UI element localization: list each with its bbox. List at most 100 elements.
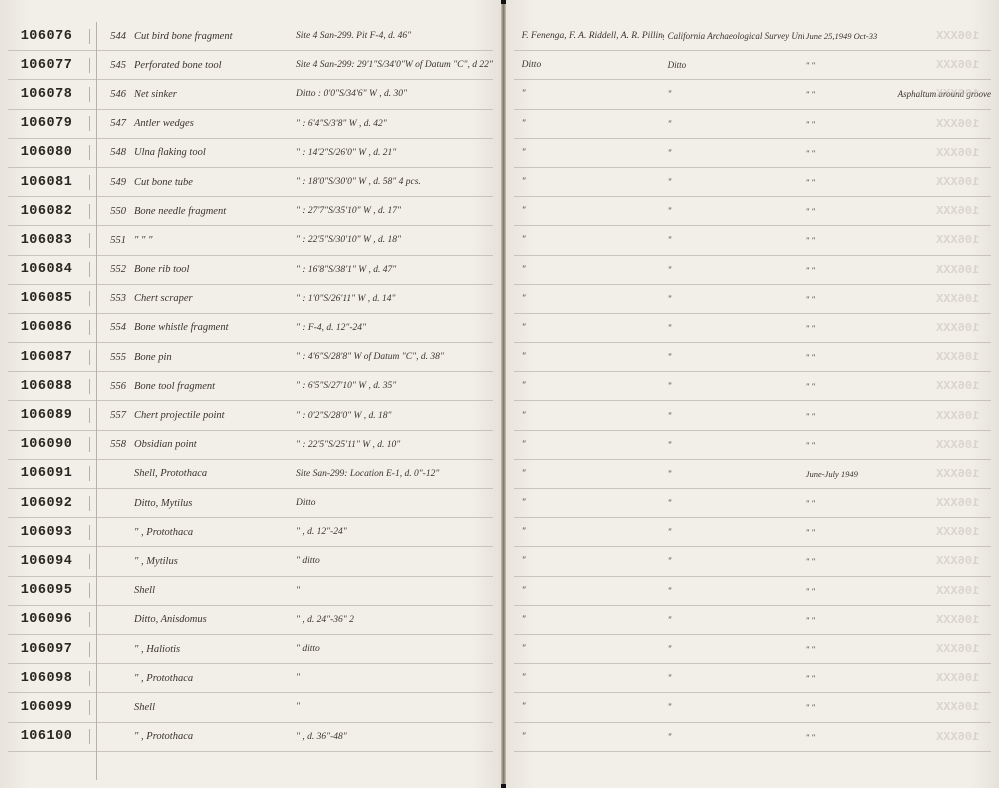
catalog-id: 106077 (8, 58, 90, 73)
bleed-through-id: 106XXX (936, 642, 979, 656)
date: " " (804, 411, 894, 421)
item-location: " , d. 24"-36" 2 (292, 615, 493, 625)
collector: " (514, 673, 664, 683)
bleed-through-id: 106XXX (936, 263, 979, 277)
ledger-row: 106076544Cut bird bone fragmentSite 4 Sa… (8, 22, 493, 51)
institution: " (664, 498, 804, 508)
item-description: Antler wedges (132, 118, 292, 129)
item-location: " : 18'0"S/30'0" W , d. 58" 4 pcs. (292, 177, 493, 187)
ledger-row: 106088556Bone tool fragment" : 6'5"S/27'… (8, 372, 493, 401)
institution: " (664, 615, 804, 625)
ledger-row: """ "106XXX (514, 664, 991, 693)
date: " " (804, 177, 894, 187)
item-description: Bone tool fragment (132, 381, 292, 392)
bleed-through-id: 106XXX (936, 321, 979, 335)
ledger-row: 106080548Ulna flaking tool" : 14'2"S/26'… (8, 139, 493, 168)
ledger-row: """ "106XXX (514, 372, 991, 401)
collector: " (514, 644, 664, 654)
bleed-through-id: 106XXX (936, 175, 979, 189)
date: " " (804, 615, 894, 625)
institution: " (664, 323, 804, 333)
bleed-through-id: 106XXX (936, 671, 979, 685)
ledger-book: 106076544Cut bird bone fragmentSite 4 Sa… (0, 0, 999, 788)
item-location: " : 6'4"S/3'8" W , d. 42" (292, 119, 493, 129)
collector: " (514, 498, 664, 508)
institution: " (664, 673, 804, 683)
ledger-row: DittoDitto" "106XXX (514, 51, 991, 80)
ledger-row: 106085553Chert scraper" : 1'0"S/26'11" W… (8, 285, 493, 314)
ledger-row: 106098" , Protothaca" (8, 664, 493, 693)
ledger-row: """ "106XXX (514, 110, 991, 139)
ledger-row: 106087555Bone pin" : 4'6"S/28'8" W of Da… (8, 343, 493, 372)
bleed-through-id: 106XXX (936, 117, 979, 131)
bleed-through-id: 106XXX (936, 292, 979, 306)
catalog-id: 106093 (8, 525, 90, 540)
catalog-id: 106090 (8, 437, 90, 452)
collector: " (514, 469, 664, 479)
institution: " (664, 206, 804, 216)
item-location: " : 22'5"S/30'10" W , d. 18" (292, 235, 493, 245)
ledger-row: 106100" , Protothaca" , d. 36"-48" (8, 723, 493, 752)
item-description: Bone whistle fragment (132, 322, 292, 333)
item-description: Net sinker (132, 89, 292, 100)
collector: " (514, 556, 664, 566)
collector: " (514, 732, 664, 742)
ledger-row: 106078546Net sinkerDitto : 0'0"S/34'6" W… (8, 80, 493, 109)
collector: " (514, 381, 664, 391)
date: " " (804, 265, 894, 275)
catalog-id: 106088 (8, 379, 90, 394)
item-location: " , d. 36"-48" (292, 732, 493, 742)
catalog-id: 106087 (8, 350, 90, 365)
catalog-id: 106079 (8, 116, 90, 131)
item-description: Shell (132, 585, 292, 596)
ledger-row: """ "106XXX (514, 577, 991, 606)
bleed-through-id: 106XXX (936, 554, 979, 568)
institution: " (664, 119, 804, 129)
ledger-row: """ "106XXX (514, 606, 991, 635)
item-location: " : 14'2"S/26'0" W , d. 21" (292, 148, 493, 158)
catalog-id: 106076 (8, 29, 90, 44)
bleed-through-id: 106XXX (936, 379, 979, 393)
date: " " (804, 586, 894, 596)
institution: " (664, 527, 804, 537)
institution: " (664, 381, 804, 391)
item-description: Bone rib tool (132, 264, 292, 275)
date: June-July 1949 (804, 469, 894, 479)
date: " " (804, 119, 894, 129)
bleed-through-id: 106XXX (936, 613, 979, 627)
ledger-row: """ "106XXX (514, 226, 991, 255)
catalog-id: 106082 (8, 204, 90, 219)
item-description: Chert scraper (132, 293, 292, 304)
collector: " (514, 206, 664, 216)
ledger-row: """ "106XXX (514, 139, 991, 168)
ledger-row: 106092Ditto, MytilusDitto (8, 489, 493, 518)
collector: " (514, 527, 664, 537)
column-rule (96, 22, 97, 780)
item-location: " : 0'2"S/28'0" W , d. 18" (292, 411, 493, 421)
ledger-row: """ "106XXX (514, 693, 991, 722)
bleed-through-id: 106XXX (936, 409, 979, 423)
ledger-row: 106086554Bone whistle fragment" : F-4, d… (8, 314, 493, 343)
ledger-row: """ "106XXX (514, 518, 991, 547)
ledger-row: 106077545Perforated bone toolSite 4 San-… (8, 51, 493, 80)
item-description: Bone needle fragment (132, 206, 292, 217)
bleed-through-id: 106XXX (936, 467, 979, 481)
ledger-row: """ "Asphaltum around groove106XXX (514, 80, 991, 109)
item-description: " , Mytilus (132, 556, 292, 567)
ledger-row: """ "106XXX (514, 431, 991, 460)
ledger-row: """ "106XXX (514, 401, 991, 430)
item-description: Shell, Protothaca (132, 468, 292, 479)
item-location: " (292, 702, 493, 712)
institution: " (664, 148, 804, 158)
catalog-id: 106081 (8, 175, 90, 190)
item-location: " : F-4, d. 12"-24" (292, 323, 493, 333)
institution: California Archaeological Survey Univers… (664, 31, 804, 41)
collector: " (514, 265, 664, 275)
ledger-row: """ "106XXX (514, 314, 991, 343)
item-description: Perforated bone tool (132, 60, 292, 71)
collector: " (514, 411, 664, 421)
institution: " (664, 732, 804, 742)
ledger-row: """ "106XXX (514, 547, 991, 576)
catalog-id: 106095 (8, 583, 90, 598)
date: " " (804, 148, 894, 158)
